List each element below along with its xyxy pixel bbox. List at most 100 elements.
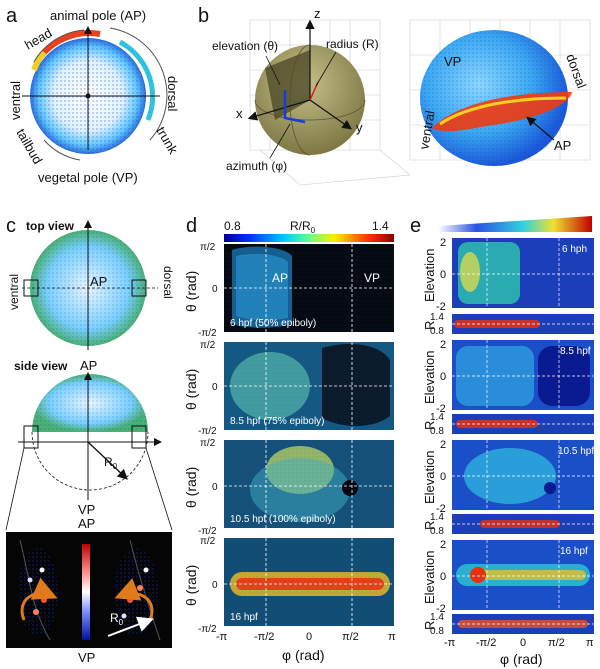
panel-c-r0: R0: [104, 455, 118, 471]
panel-c-ventral: ventral: [7, 274, 21, 310]
panel-e-elev-3: Elevation: [422, 451, 437, 504]
panel-e-stage-1: 6 hph: [562, 244, 587, 255]
panel-a-trunk-band: [118, 39, 156, 121]
panel-d-xlabel: φ (rad): [282, 647, 325, 663]
panel-e-elev-4: Elevation: [422, 551, 437, 604]
svg-text:-π: -π: [216, 631, 228, 643]
panel-b-ap: AP: [554, 138, 571, 153]
panel-e-yticks: 2 0 -2 2 0 -2 2 0 -2 2 0 -2: [436, 237, 446, 615]
panel-a-tail-arc: [43, 139, 81, 161]
svg-text:2: 2: [440, 339, 446, 351]
panel-c-inset-ap: AP: [78, 516, 95, 531]
panel-c-inset-arrow-left: [20, 577, 58, 621]
svg-text:-2: -2: [436, 603, 446, 615]
panel-c-inset-vp: VP: [78, 650, 95, 665]
panel-c-zoom-right: [145, 447, 173, 531]
panel-d-stage-2: 8.5 hpf (75% epiboly): [230, 416, 325, 427]
panel-d-plot-2: 8.5 hpf (75% epiboly): [224, 342, 394, 430]
panel-b-band: [432, 92, 572, 132]
panel-b-cut: [265, 50, 310, 120]
panel-d-cb-min: 0.8: [224, 219, 241, 233]
panel-a-tailbud: tailbud: [13, 126, 45, 167]
svg-text:0: 0: [212, 482, 218, 493]
panel-e-stage-4: 16 hpf: [560, 546, 588, 557]
panel-b-ventral: ventral: [416, 109, 438, 150]
panel-d-plot-1: AP VP 6 hpf (50% epiboly): [224, 244, 394, 332]
svg-text:2: 2: [440, 539, 446, 551]
panel-e-r-2: R: [422, 421, 437, 430]
panel-c-box-right: [131, 279, 147, 297]
svg-text:π/2: π/2: [200, 340, 216, 351]
panel-a-top-label: animal pole (AP): [50, 8, 146, 23]
panel-b-rad-pointer: [315, 51, 337, 87]
panel-e-stage-2: 8.5 hpf: [560, 346, 591, 357]
panel-b-y: y: [356, 120, 363, 135]
panel-e: e 6 hph 8.5 hpf: [410, 215, 594, 667]
panel-a-center: [85, 93, 91, 99]
panel-e-letter: e: [410, 215, 421, 237]
svg-text:0.8: 0.8: [430, 526, 444, 537]
panel-c-side-box-left: [23, 425, 39, 449]
svg-text:π/2: π/2: [548, 637, 565, 649]
panel-a-letter: a: [6, 5, 18, 27]
panel-b-angle-path: [283, 90, 306, 124]
panel-e-r-1: R: [422, 321, 437, 330]
panel-d-stage-3: 10.5 hpf (100% epiboly): [230, 514, 336, 525]
panel-e-r-4: R: [422, 621, 437, 630]
svg-text:1.4: 1.4: [430, 312, 444, 323]
svg-text:-π/2: -π/2: [254, 631, 274, 643]
panel-b-embryo-dots: [420, 30, 568, 166]
panel-b-x: x: [236, 106, 243, 121]
panel-c-ap-side: AP: [80, 358, 97, 373]
panel-e-block-3: 10.5 hpf: [452, 440, 594, 534]
panel-b-azimuth: azimuth (φ): [226, 159, 287, 173]
svg-text:π: π: [586, 637, 594, 649]
panel-a-bottom-label: vegetal pole (VP): [38, 170, 138, 185]
panel-e-xticks: -π -π/2 0 π/2 π: [444, 637, 594, 649]
svg-text:-2: -2: [436, 403, 446, 415]
svg-text:-π/2: -π/2: [198, 624, 217, 635]
panel-c-inset-r0: R0: [110, 611, 124, 627]
panel-e-elev-2: Elevation: [422, 351, 437, 404]
panel-e-stage-3: 10.5 hpf: [558, 446, 594, 457]
svg-text:1.4: 1.4: [430, 612, 444, 623]
panel-b: b z x y elevation (θ) radius (R) azimuth…: [198, 5, 591, 186]
svg-text:-2: -2: [436, 503, 446, 515]
panel-b-radius-label: radius (R): [326, 37, 379, 51]
panel-c-dorsal: dorsal: [161, 266, 175, 299]
svg-text:2: 2: [440, 439, 446, 451]
panel-e-elev-1: Elevation: [422, 249, 437, 302]
panel-d-ylabel-1: θ (rad): [183, 271, 199, 312]
panel-c-side-box-right: [131, 425, 147, 449]
panel-a-head-arc: [33, 29, 85, 63]
panel-d-ap-label: AP: [272, 271, 288, 285]
svg-text:0.8: 0.8: [430, 426, 444, 437]
panel-e-block-2: 8.5 hpf: [452, 340, 594, 434]
svg-text:1.4: 1.4: [430, 412, 444, 423]
svg-text:π/2: π/2: [200, 242, 216, 253]
panel-d-xticks: -π -π/2 0 π/2 π: [216, 631, 396, 643]
panel-a-trunk: trunk: [153, 124, 181, 157]
panel-b-dorsal: dorsal: [563, 52, 589, 91]
svg-text:1.4: 1.4: [430, 512, 444, 523]
panel-b-ap-arrow: [526, 116, 555, 141]
svg-text:0: 0: [212, 382, 218, 393]
svg-text:π/2: π/2: [200, 438, 216, 449]
svg-text:-π/2: -π/2: [198, 426, 217, 437]
panel-d-plot-4: 16 hpf: [224, 538, 394, 626]
panel-c-letter: c: [6, 215, 16, 237]
panel-e-block-4: 16 hpf: [452, 540, 594, 634]
panel-d-ylabel-3: θ (rad): [183, 467, 199, 508]
panel-d: d 0.8 1.4 R/R0 AP VP 6 hpf (50% epiboly): [183, 215, 396, 663]
panel-c-inset-colorbar: [82, 544, 90, 640]
svg-text:-π/2: -π/2: [198, 526, 217, 537]
svg-text:π/2: π/2: [342, 631, 359, 643]
panel-b-band-yellow: [439, 96, 567, 126]
panel-e-r-3: R: [422, 521, 437, 530]
panel-e-colorbar: [438, 216, 592, 232]
panel-d-letter: d: [186, 215, 197, 237]
panel-c-inset-cells-left: [18, 548, 58, 636]
panel-a-ventral: ventral: [8, 81, 23, 120]
svg-text:2: 2: [440, 237, 446, 249]
